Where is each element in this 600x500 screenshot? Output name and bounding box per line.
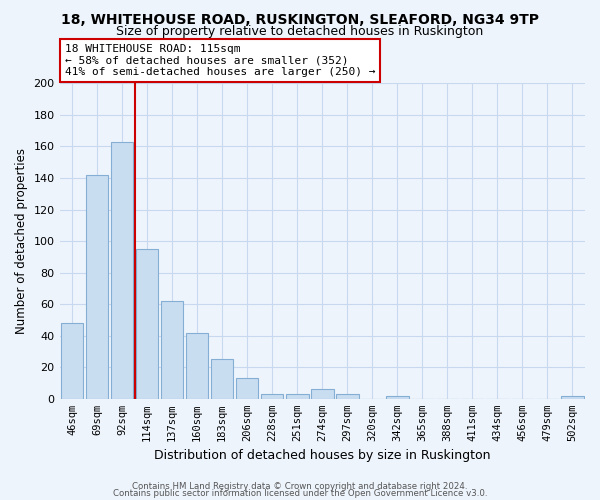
- Text: 18, WHITEHOUSE ROAD, RUSKINGTON, SLEAFORD, NG34 9TP: 18, WHITEHOUSE ROAD, RUSKINGTON, SLEAFOR…: [61, 12, 539, 26]
- Text: 18 WHITEHOUSE ROAD: 115sqm
← 58% of detached houses are smaller (352)
41% of sem: 18 WHITEHOUSE ROAD: 115sqm ← 58% of deta…: [65, 44, 375, 77]
- Text: Contains HM Land Registry data © Crown copyright and database right 2024.: Contains HM Land Registry data © Crown c…: [132, 482, 468, 491]
- Bar: [186, 332, 208, 399]
- Bar: [86, 175, 109, 399]
- Bar: [111, 142, 133, 399]
- Y-axis label: Number of detached properties: Number of detached properties: [15, 148, 28, 334]
- Bar: [386, 396, 409, 399]
- Bar: [311, 390, 334, 399]
- Text: Contains public sector information licensed under the Open Government Licence v3: Contains public sector information licen…: [113, 490, 487, 498]
- Bar: [261, 394, 283, 399]
- Bar: [561, 396, 584, 399]
- Text: Size of property relative to detached houses in Ruskington: Size of property relative to detached ho…: [116, 25, 484, 38]
- Bar: [336, 394, 359, 399]
- Bar: [236, 378, 259, 399]
- Bar: [286, 394, 308, 399]
- Bar: [61, 323, 83, 399]
- Bar: [161, 301, 184, 399]
- Bar: [136, 249, 158, 399]
- X-axis label: Distribution of detached houses by size in Ruskington: Distribution of detached houses by size …: [154, 450, 491, 462]
- Bar: [211, 360, 233, 399]
